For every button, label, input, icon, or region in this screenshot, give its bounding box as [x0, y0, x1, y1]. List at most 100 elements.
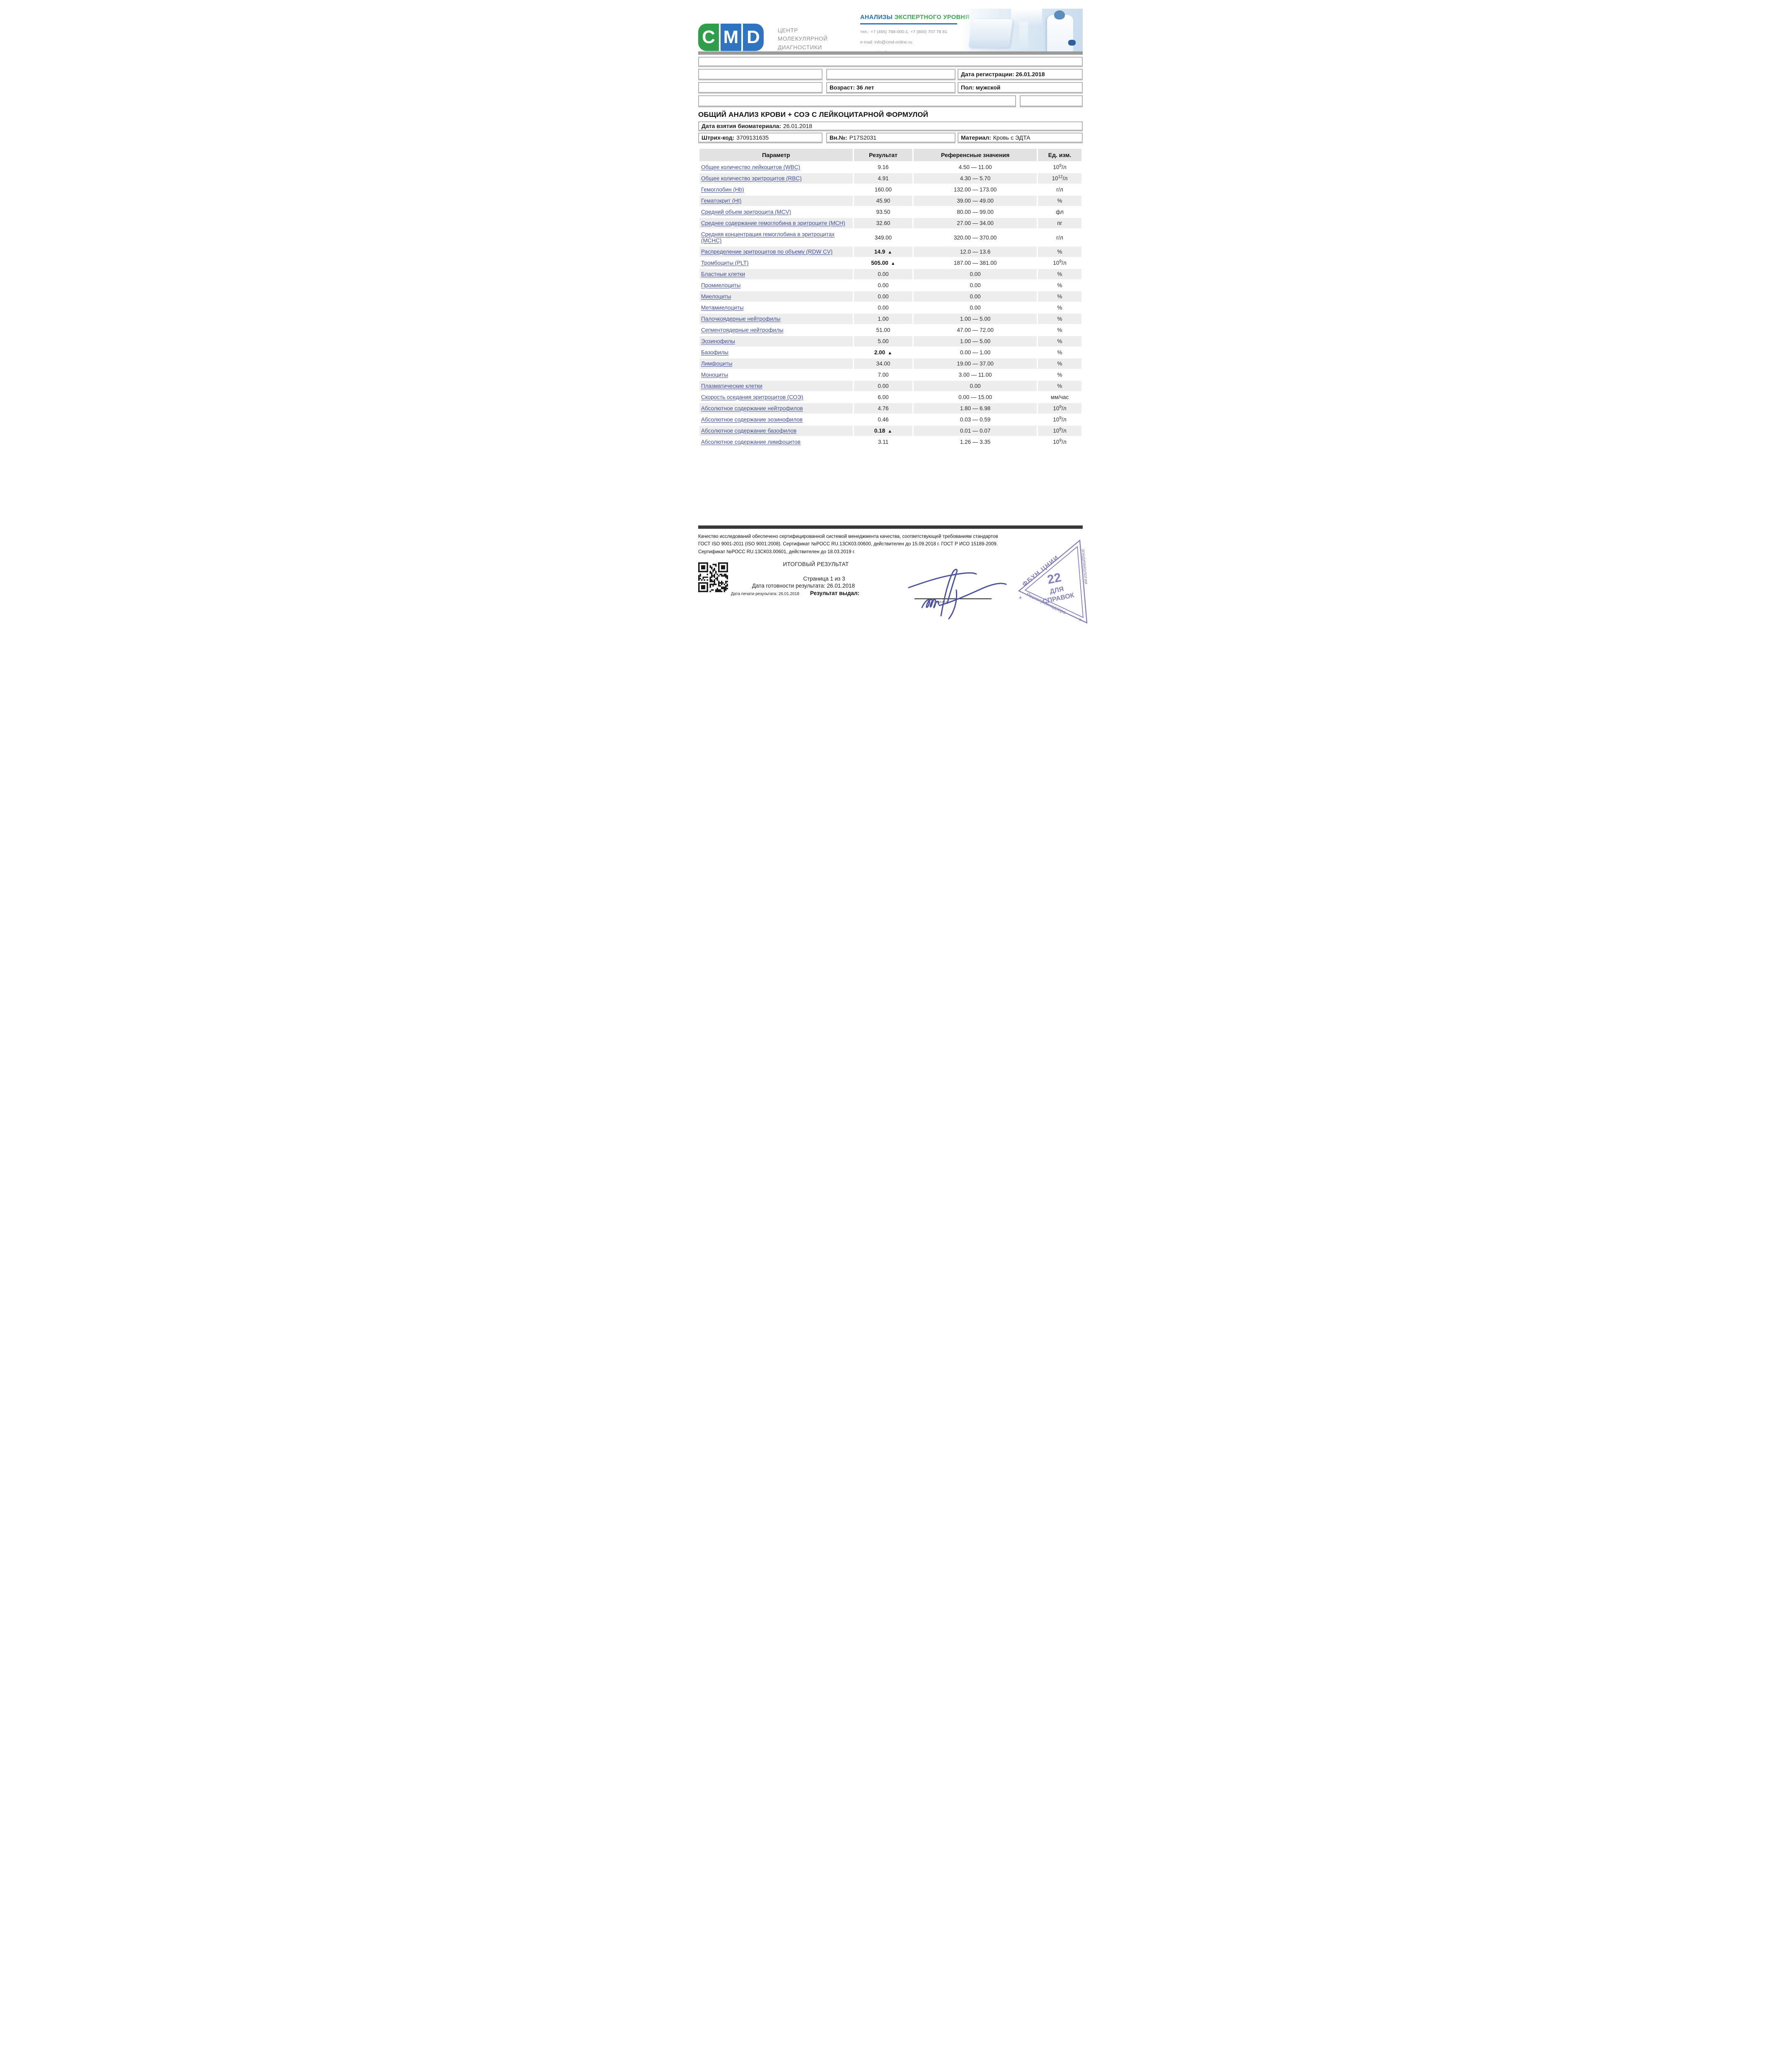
table-row: Общее количество лейкоцитов (WBC) 9.16 4.5…	[699, 162, 1081, 172]
slogan-part-green: ЭКСПЕРТНОГО УРОВНЯ	[894, 14, 970, 21]
table-row: Гемоглобин (Hb) 160.00 132.00 — 173.00 г/л	[699, 184, 1081, 195]
material-box: Материал: Кровь с ЭДТА	[958, 133, 1083, 143]
parameter-link[interactable]: Общее количество лейкоцитов (WBC)	[701, 164, 801, 170]
reference-cell: 132.00 — 173.00	[953, 186, 997, 193]
slogan-underline	[860, 23, 957, 24]
unit-cell: %	[1057, 305, 1062, 311]
param-cell: Бластные клетки	[699, 269, 853, 279]
footer-divider-bar	[698, 525, 1083, 529]
biomaterial-date-label: Дата взятия биоматериала:	[702, 123, 781, 129]
parameter-link[interactable]: Средняя концентрация гемоглобина в эритр…	[701, 231, 835, 244]
parameter-link[interactable]: Эозинофилы	[701, 338, 735, 344]
parameter-link[interactable]: Миелоциты	[701, 293, 731, 300]
result-cell: 7.00	[878, 372, 889, 378]
qr-code	[698, 562, 728, 592]
parameter-link[interactable]: Общее количество эритроцитов (RBC)	[701, 175, 802, 182]
result-cell: 160.00	[874, 186, 892, 193]
high-value-arrow-icon: ▲	[890, 261, 895, 266]
parameter-link[interactable]: Распределение эритроцитов по объему (RDW…	[701, 249, 833, 255]
stamp-asterisk: *	[1019, 595, 1022, 603]
unit-cell: 109/л	[1053, 259, 1067, 266]
param-cell: Средний объем эритроцита (MCV)	[699, 207, 853, 217]
org-line: ЦЕНТР	[778, 27, 798, 34]
param-cell: Лимфоциты	[699, 358, 853, 369]
table-row: Палочкоядерные нейтрофилы 1.00 1.00 — 5.00…	[699, 314, 1081, 324]
parameter-link[interactable]: Тромбоциты (PLT)	[701, 260, 749, 266]
parameter-link[interactable]: Абсолютное содержание нейтрофилов	[701, 405, 803, 411]
reference-cell: 4.30 — 5.70	[914, 173, 1037, 184]
reference-cell: 0.00	[970, 305, 981, 311]
photo-shape	[969, 19, 1013, 48]
signature	[908, 569, 1007, 620]
sex-box: Пол: мужской	[958, 82, 1083, 93]
result-cell: 2.00 ▲	[874, 349, 893, 356]
parameter-link[interactable]: Среднее содержание гемоглобина в эритроц…	[701, 220, 845, 226]
parameter-link[interactable]: Абсолютное содержание эозинофилов	[701, 416, 803, 423]
barcode-box: Штрих-код: 3709131635	[698, 133, 822, 143]
table-row: Миелоциты 0.00 0.00%	[699, 291, 1081, 302]
parameter-link[interactable]: Гемоглобин (Hb)	[701, 186, 744, 193]
field-box-empty-small	[1020, 95, 1083, 107]
print-date-row: Дата печати результата: 26.01.2018 Резул…	[731, 590, 859, 596]
parameter-link[interactable]: Базофилы	[701, 349, 728, 356]
parameter-link[interactable]: Абсолютное содержание базофилов	[701, 428, 797, 434]
unit-cell: г/л	[1056, 186, 1063, 193]
unit-cell: %	[1038, 269, 1081, 279]
issued-by-label: Результат выдал:	[810, 590, 859, 596]
parameter-link[interactable]: Плазматические клетки	[701, 383, 762, 389]
parameter-link[interactable]: Метамиелоциты	[701, 305, 744, 311]
parameter-link[interactable]: Гематокрит (Ht)	[701, 198, 742, 204]
reference-cell: 0.01 — 0.07	[914, 426, 1037, 436]
result-cell: 505.00 ▲	[871, 260, 895, 266]
table-row: Лимфоциты 34.00 19.00 — 37.00%	[699, 358, 1081, 369]
reference-cell: 12.0 — 13.6	[914, 247, 1037, 257]
reference-cell: 0.03 — 0.59	[960, 416, 991, 423]
table-row: Скорость оседания эритроцитов (СОЭ) 6.00 0…	[699, 392, 1081, 402]
parameter-link[interactable]: Сегментоядерные нейтрофилы	[701, 327, 784, 333]
table-row: Эозинофилы 5.00 1.00 — 5.00%	[699, 336, 1081, 346]
reference-cell: 320.00 — 370.00	[953, 234, 997, 241]
param-cell: Эозинофилы	[699, 336, 853, 346]
table-row: Плазматические клетки 0.00 0.00%	[699, 381, 1081, 391]
quality-certificate-note: Качество исследований обеспечено сертифи…	[698, 533, 1063, 556]
results-table-body: Общее количество лейкоцитов (WBC) 9.16 4.5…	[699, 162, 1081, 447]
table-row: Распределение эритроцитов по объему (RDW…	[699, 247, 1081, 257]
param-cell: Абсолютное содержание эозинофилов	[699, 414, 853, 425]
photo-shape	[1068, 39, 1076, 46]
result-cell: 6.00	[878, 394, 889, 400]
photo-shape	[1054, 10, 1065, 20]
logo-letter-d: D	[743, 24, 764, 51]
parameter-link[interactable]: Промиелоциты	[701, 282, 741, 288]
param-cell: Гематокрит (Ht)	[699, 196, 853, 206]
cert-line: Качество исследований обеспечено сертифи…	[698, 534, 998, 539]
parameter-link[interactable]: Лимфоциты	[701, 361, 733, 367]
header-reference: Референсные значения	[914, 149, 1037, 161]
parameter-link[interactable]: Скорость оседания эритроцитов (СОЭ)	[701, 394, 803, 400]
table-row: Абсолютное содержание базофилов 0.18 ▲ 0.01…	[699, 426, 1081, 436]
biomaterial-date-value: 26.01.2018	[783, 123, 813, 129]
parameter-link[interactable]: Абсолютное содержание лимфоцитов	[701, 439, 801, 445]
parameter-link[interactable]: Моноциты	[701, 372, 728, 378]
photo-shape	[1047, 15, 1073, 52]
parameter-link[interactable]: Бластные клетки	[701, 271, 745, 277]
parameter-link[interactable]: Средний объем эритроцита (MCV)	[701, 209, 791, 215]
param-cell: Средняя концентрация гемоглобина в эритр…	[699, 229, 853, 246]
result-cell: 0.46	[878, 416, 889, 423]
table-row: Метамиелоциты 0.00 0.00%	[699, 303, 1081, 313]
cert-line: ГОСТ ISO 9001-2011 (ISO 9001:2008). Серт…	[698, 542, 998, 547]
param-cell: Абсолютное содержание нейтрофилов	[699, 403, 853, 414]
unit-cell: 109/л	[1053, 163, 1067, 170]
cert-line: Сертификат №РОСС RU.13СК03.00601, действ…	[698, 549, 855, 554]
table-row: Сегментоядерные нейтрофилы 51.00 47.00 — 7…	[699, 325, 1081, 335]
page-number: Страница 1 из 3	[803, 576, 845, 582]
header-unit: Ед. изм.	[1038, 149, 1081, 161]
param-cell: Метамиелоциты	[699, 303, 853, 313]
reference-cell: 19.00 — 37.00	[914, 358, 1037, 369]
table-row: Базофилы 2.00 ▲ 0.00 — 1.00%	[699, 347, 1081, 358]
unit-cell: %	[1038, 336, 1081, 346]
logo-letter-m: M	[721, 24, 741, 51]
parameter-link[interactable]: Палочкоядерные нейтрофилы	[701, 316, 781, 322]
ready-date: Дата готовности результата: 26.01.2018	[752, 583, 855, 589]
cmd-logo: C M D	[698, 24, 764, 51]
param-cell: Скорость оседания эритроцитов (СОЭ)	[699, 392, 853, 402]
